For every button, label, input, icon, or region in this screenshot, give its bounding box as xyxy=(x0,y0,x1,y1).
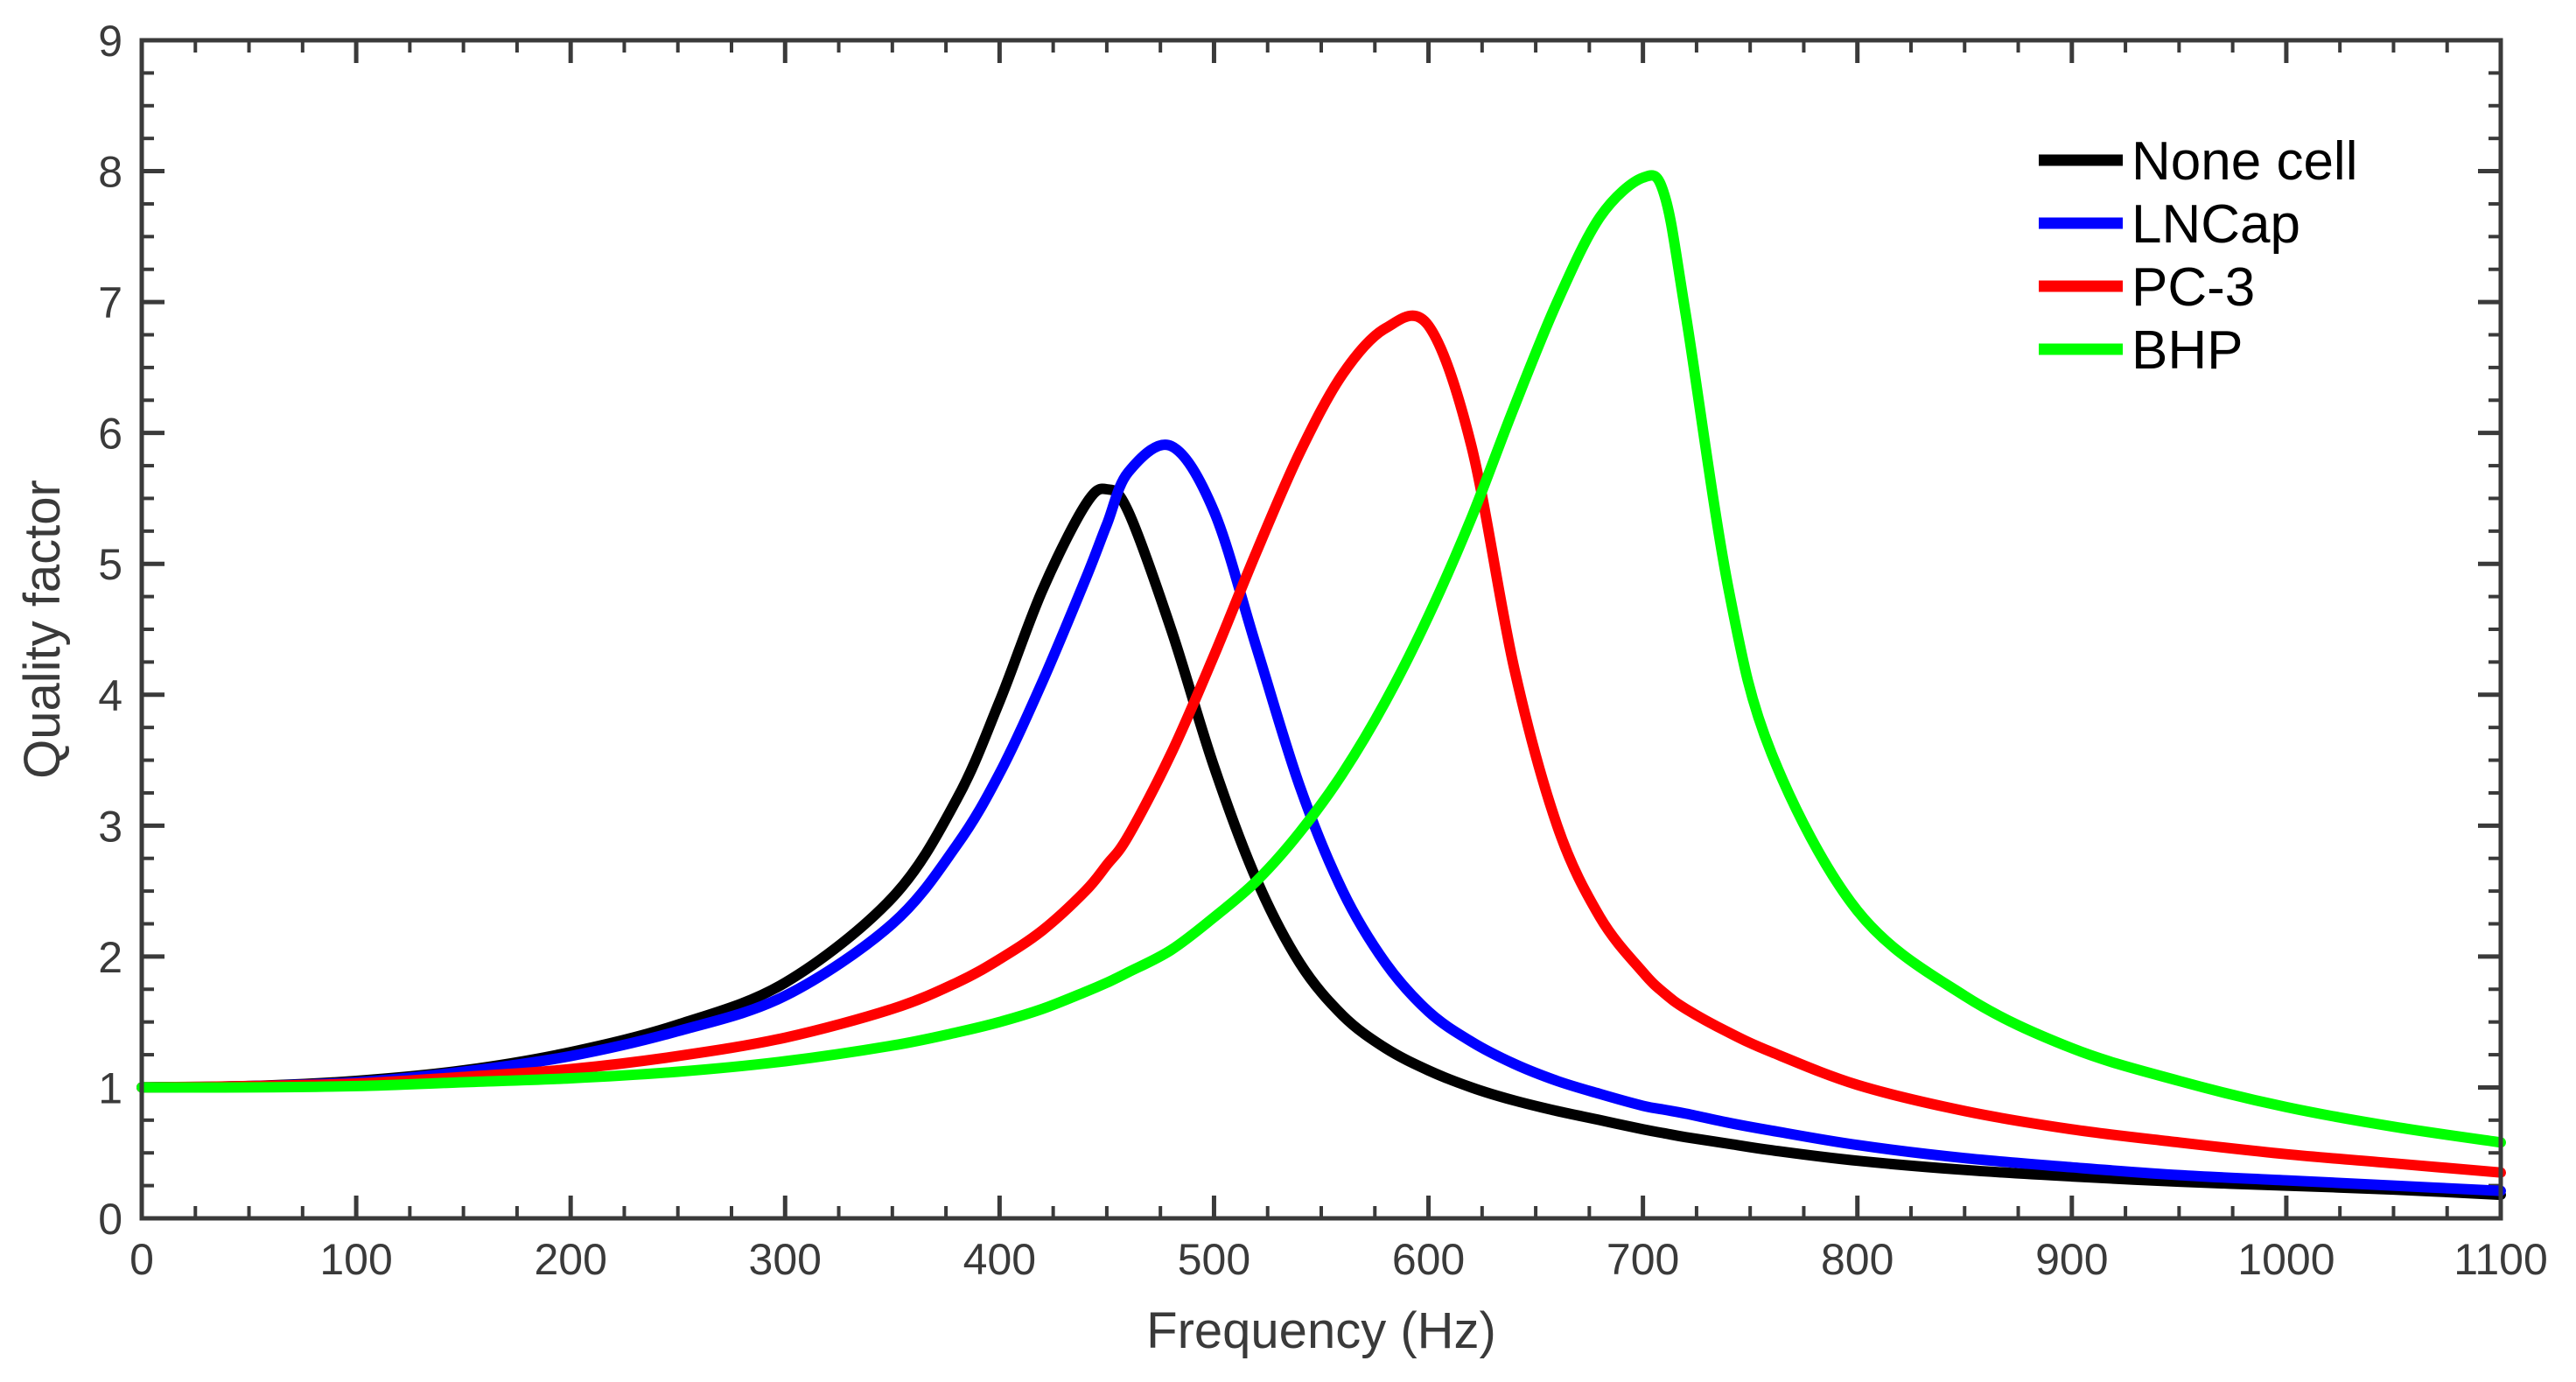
x-tick-label: 700 xyxy=(1606,1235,1679,1284)
x-tick-label: 1100 xyxy=(2454,1235,2548,1284)
x-tick-label: 200 xyxy=(534,1235,606,1284)
legend-label-bhp: BHP xyxy=(2132,320,2243,381)
y-tick-label: 1 xyxy=(98,1063,122,1112)
x-tick-label: 1000 xyxy=(2237,1235,2334,1284)
series-line-bhp xyxy=(136,170,2506,1148)
x-tick-label: 100 xyxy=(319,1235,392,1284)
y-axis-title: Quality factor xyxy=(14,480,71,779)
y-tick-label: 6 xyxy=(98,410,122,459)
plot-frame xyxy=(139,38,2503,1221)
legend-label-pc-3: PC-3 xyxy=(2132,257,2255,318)
x-tick-label: 0 xyxy=(130,1235,154,1284)
series-line-pc-3 xyxy=(136,310,2506,1178)
y-tick-label: 8 xyxy=(98,148,122,197)
y-tick-label: 4 xyxy=(98,671,122,720)
x-tick-label: 900 xyxy=(2035,1235,2108,1284)
x-tick-label: 400 xyxy=(963,1235,1036,1284)
x-tick-label: 800 xyxy=(1821,1235,1894,1284)
y-tick-label: 0 xyxy=(98,1195,122,1244)
series-line-none-cell xyxy=(136,483,2506,1201)
x-tick-label: 300 xyxy=(749,1235,822,1284)
x-tick-label: 600 xyxy=(1392,1235,1465,1284)
legend-label-lncap: LNCap xyxy=(2132,194,2300,255)
series-line-lncap xyxy=(136,439,2506,1196)
x-axis-title: Frequency (Hz) xyxy=(1146,1302,1496,1359)
y-tick-label: 9 xyxy=(98,17,122,66)
y-tick-label: 5 xyxy=(98,540,122,589)
legend-label-none-cell: None cell xyxy=(2132,131,2357,192)
y-tick-label: 3 xyxy=(98,802,122,851)
y-tick-label: 2 xyxy=(98,933,122,982)
x-tick-label: 500 xyxy=(1178,1235,1250,1284)
y-tick-label: 7 xyxy=(98,278,122,327)
